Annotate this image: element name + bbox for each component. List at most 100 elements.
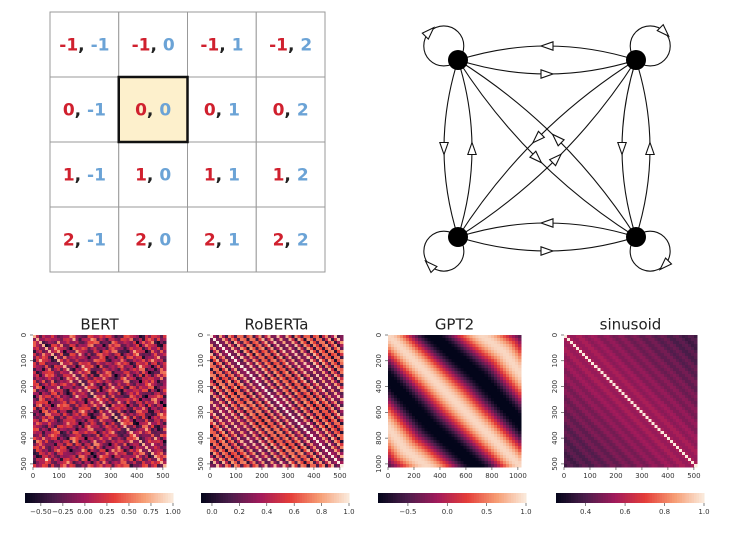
heatmap-pixel	[103, 374, 106, 377]
heatmap-pixel	[87, 368, 90, 371]
heatmap-pixel	[264, 380, 267, 383]
heatmap-pixel	[340, 458, 343, 461]
heatmap-pixel	[237, 392, 240, 395]
heatmap-pixel	[289, 464, 292, 467]
heatmap-pixel	[219, 443, 222, 446]
heatmap-pixel	[406, 335, 409, 338]
colorbar-segment	[265, 493, 268, 503]
heatmap-pixel	[458, 335, 461, 338]
heatmap-pixel	[397, 377, 400, 380]
heatmap-pixel	[36, 383, 39, 386]
heatmap-pixel	[400, 356, 403, 359]
heatmap-pixel	[39, 347, 42, 350]
heatmap-pixel	[109, 434, 112, 437]
heatmap-pixel	[243, 377, 246, 380]
heatmap-pixel	[255, 356, 258, 359]
heatmap-pixel	[151, 407, 154, 410]
heatmap-pixel	[63, 431, 66, 434]
heatmap-pixel	[298, 422, 301, 425]
heatmap-pixel	[36, 464, 39, 467]
heatmap-pixel	[292, 374, 295, 377]
heatmap-pixel	[130, 377, 133, 380]
heatmap-pixel	[103, 359, 106, 362]
heatmap-pixel	[340, 431, 343, 434]
heatmap-pixel	[222, 449, 225, 452]
heatmap-pixel	[403, 362, 406, 365]
heatmap-pixel	[485, 347, 488, 350]
heatmap-pixel	[388, 389, 391, 392]
heatmap-pixel	[210, 446, 213, 449]
heatmap-pixel	[264, 389, 267, 392]
heatmap-pixel	[455, 347, 458, 350]
heatmap-pixel	[112, 347, 115, 350]
heatmap-pixel	[464, 344, 467, 347]
heatmap-pixel	[234, 431, 237, 434]
heatmap-pixel	[464, 350, 467, 353]
colorbar-segment	[213, 493, 216, 503]
heatmap-pixel	[42, 458, 45, 461]
heatmap-pixel	[163, 407, 166, 410]
heatmap-pixel	[255, 362, 258, 365]
heatmap-pixel	[322, 338, 325, 341]
heatmap-pixel	[261, 374, 264, 377]
colorbar-segment	[30, 493, 33, 503]
heatmap-pixel	[60, 437, 63, 440]
heatmap-pixel	[277, 443, 280, 446]
heatmap-pixel	[228, 449, 231, 452]
heatmap-pixel	[331, 428, 334, 431]
heatmap-pixel	[255, 455, 258, 458]
heatmap-pixel	[60, 335, 63, 338]
heatmap-pixel	[210, 368, 213, 371]
heatmap-pixel	[157, 416, 160, 419]
heatmap-pixel	[258, 371, 261, 374]
heatmap-pixel	[412, 380, 415, 383]
heatmap-pixel	[130, 452, 133, 455]
heatmap-pixel	[42, 350, 45, 353]
heatmap-pixel	[310, 455, 313, 458]
heatmap-pixel	[210, 383, 213, 386]
heatmap-pixel	[57, 461, 60, 464]
heatmap-pixel	[142, 389, 145, 392]
heatmap-pixel	[216, 353, 219, 356]
heatmap-pixel	[337, 392, 340, 395]
heatmap-pixel	[506, 377, 509, 380]
heatmap-pixel	[391, 359, 394, 362]
heatmap-pixel	[240, 422, 243, 425]
heatmap-pixel	[219, 335, 222, 338]
heatmap-pixel	[127, 419, 130, 422]
heatmap-pixel	[57, 350, 60, 353]
heatmap-pixel	[325, 431, 328, 434]
heatmap-pixel	[121, 428, 124, 431]
heatmap-pixel	[237, 338, 240, 341]
heatmap-pixel	[81, 419, 84, 422]
heatmap-pixel	[292, 395, 295, 398]
heatmap-pixel	[81, 386, 84, 389]
heatmap-pixel	[72, 383, 75, 386]
heatmap-pixel	[109, 464, 112, 467]
heatmap-pixel	[96, 356, 99, 359]
heatmap-pixel	[219, 374, 222, 377]
heatmap-pixel	[328, 464, 331, 467]
heatmap-pixel	[334, 425, 337, 428]
heatmap-pixel	[60, 371, 63, 374]
heatmap-pixel	[515, 353, 518, 356]
heatmap-pixel	[252, 455, 255, 458]
heatmap-pixel	[69, 392, 72, 395]
heatmap-pixel	[33, 371, 36, 374]
heatmap-pixel	[283, 404, 286, 407]
heatmap-pixel	[461, 374, 464, 377]
heatmap-pixel	[240, 449, 243, 452]
heatmap-pixel	[249, 440, 252, 443]
heatmap-pixel	[133, 434, 136, 437]
heatmap-pixel	[237, 458, 240, 461]
heatmap-pixel	[130, 368, 133, 371]
colorbar-segment	[45, 493, 48, 503]
heatmap-pixel	[264, 416, 267, 419]
heatmap-pixel	[231, 392, 234, 395]
heatmap-pixel	[246, 368, 249, 371]
heatmap-pixel	[145, 335, 148, 338]
heatmap-pixel	[267, 401, 270, 404]
heatmap-pixel	[512, 380, 515, 383]
heatmap-pixel	[151, 464, 154, 467]
heatmap-pixel	[445, 356, 448, 359]
